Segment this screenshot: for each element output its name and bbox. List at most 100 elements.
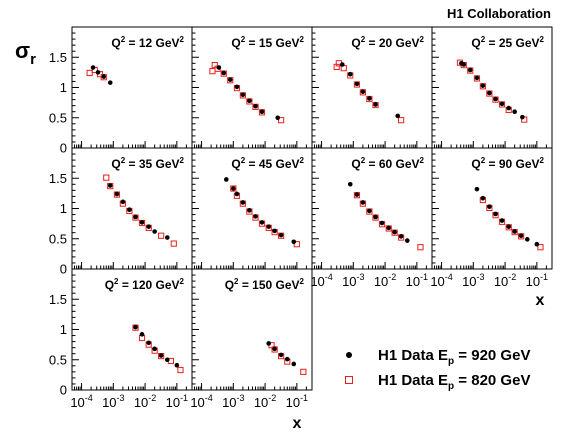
point-920gev — [487, 90, 492, 96]
point-920gev — [398, 234, 404, 239]
panel-3: Q2 = 20 GeV2 — [311, 26, 433, 149]
point-920gev — [493, 96, 498, 102]
point-920gev — [158, 353, 164, 358]
point-920gev — [487, 204, 492, 209]
legend-label: H1 Data Ep = 820 GeV — [378, 372, 530, 392]
panel-8: Q2 = 90 GeV2 10-4 10-3 10-2 10-1 — [430, 147, 553, 289]
point-820gev — [398, 117, 405, 124]
point-920gev — [354, 81, 360, 87]
point-920gev — [386, 225, 392, 231]
q2-label: Q2 = 90 GeV2 — [471, 156, 544, 171]
point-920gev — [499, 101, 505, 107]
point-920gev — [221, 70, 227, 76]
point-820gev — [417, 244, 424, 251]
x-tick-label: 10-1 — [406, 272, 428, 289]
point-820gev — [177, 366, 184, 374]
point-920gev — [266, 341, 272, 346]
point-920gev — [164, 235, 170, 240]
point-920gev — [139, 220, 145, 225]
y-tick-label: 0 — [60, 262, 67, 277]
point-920gev — [234, 191, 240, 197]
point-820gev — [300, 368, 307, 375]
point-920gev — [278, 232, 284, 238]
point-920gev — [234, 84, 240, 90]
point-920gev — [101, 74, 107, 79]
point-920gev — [291, 361, 297, 367]
point-920gev — [291, 239, 297, 245]
x-axis-title: x — [536, 292, 545, 309]
point-920gev — [95, 70, 101, 75]
point-920gev — [164, 357, 170, 363]
point-920gev — [152, 229, 157, 234]
point-920gev — [493, 211, 498, 217]
point-920gev — [278, 352, 284, 358]
panel-5: Q2 = 35 GeV2 0 0.5 1 1.5 — [49, 147, 193, 277]
x-axis-title: x — [293, 415, 302, 432]
point-920gev — [133, 214, 138, 220]
point-920gev — [240, 200, 246, 205]
point-920gev — [534, 241, 540, 247]
point-820gev — [158, 232, 165, 239]
point-920gev — [107, 183, 113, 188]
point-920gev — [474, 75, 480, 81]
point-820gev — [293, 241, 300, 248]
point-920gev — [146, 340, 152, 346]
point-920gev — [284, 356, 290, 362]
x-tick-label: 10-4 — [70, 393, 92, 410]
point-820gev — [230, 185, 237, 192]
panel-10: Q2 = 150 GeV2 10-4 10-3 10-2 10-1 — [190, 268, 313, 410]
point-920gev — [127, 207, 132, 213]
point-920gev — [259, 109, 265, 114]
point-920gev — [223, 177, 229, 182]
point-920gev — [367, 208, 372, 214]
point-920gev — [231, 186, 236, 191]
legend: H1 Data Ep = 920 GeV H1 Data Ep = 820 GeV — [345, 347, 530, 392]
y-tick-label: 0.5 — [49, 110, 67, 125]
point-920gev — [227, 77, 233, 82]
y-tick-label: 1 — [60, 80, 67, 95]
x-tick-label: 10-2 — [494, 272, 516, 289]
point-820gev — [537, 244, 544, 251]
x-tick-label: 10-2 — [374, 272, 396, 289]
point-920gev — [90, 65, 96, 70]
point-920gev — [120, 199, 126, 205]
point-920gev — [266, 224, 272, 229]
point-920gev — [467, 67, 473, 73]
point-920gev — [474, 186, 480, 192]
legend-marker-820gev — [345, 376, 353, 384]
point-920gev — [152, 346, 157, 352]
x-tick-label: 10-4 — [430, 272, 452, 289]
y-tick-label: 1.5 — [49, 292, 67, 307]
point-920gev — [133, 324, 138, 330]
y-axis-title: σr — [15, 38, 36, 68]
legend-label: H1 Data Ep = 920 GeV — [378, 347, 530, 367]
panel-1: Q2 = 12 GeV2 0 0.5 1 1.5 — [49, 26, 193, 156]
x-tick-label: 10-1 — [166, 393, 188, 410]
x-tick-label: 10-3 — [342, 272, 364, 289]
y-tick-label: 1.5 — [49, 171, 67, 186]
q2-label: Q2 = 120 GeV2 — [105, 277, 185, 292]
point-820gev — [103, 174, 110, 181]
point-920gev — [520, 114, 525, 120]
point-920gev — [107, 80, 113, 85]
q2-label: Q2 = 25 GeV2 — [471, 35, 544, 50]
point-920gev — [347, 182, 353, 187]
point-920gev — [373, 102, 378, 107]
point-920gev — [367, 96, 372, 101]
collaboration-label: H1 Collaboration — [447, 6, 551, 21]
point-920gev — [354, 192, 360, 197]
point-920gev — [512, 229, 517, 234]
x-tick-label: 10-2 — [134, 393, 156, 410]
point-920gev — [404, 238, 410, 243]
q2-label: Q2 = 35 GeV2 — [111, 156, 184, 171]
point-920gev — [461, 62, 467, 67]
x-tick-label: 10-3 — [102, 393, 124, 410]
panel-9: Q2 = 120 GeV2 0 0.5 1 1.5 10-4 10-3 10-2 10-1 — [49, 268, 193, 410]
point-920gev — [216, 65, 222, 70]
point-920gev — [392, 229, 397, 235]
y-tick-label: 1 — [60, 322, 67, 337]
q2-label: Q2 = 60 GeV2 — [351, 156, 424, 171]
q2-label: Q2 = 150 GeV2 — [225, 277, 305, 292]
x-tick-label: 10-1 — [286, 393, 308, 410]
point-920gev — [240, 92, 246, 98]
